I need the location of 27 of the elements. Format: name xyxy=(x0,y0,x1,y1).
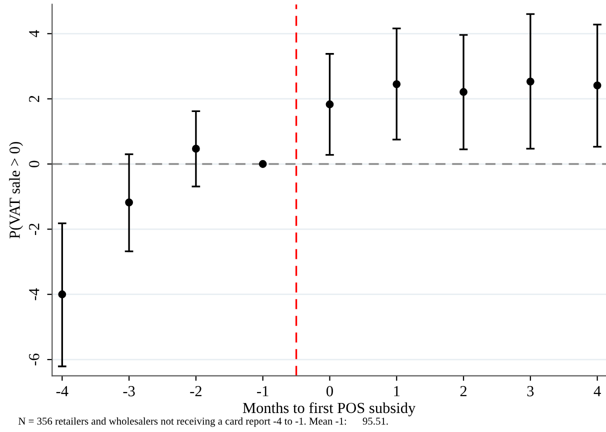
x-tick-label: 1 xyxy=(394,386,400,396)
point xyxy=(460,88,468,96)
x-tick-label: 4 xyxy=(594,386,601,396)
point xyxy=(326,100,334,108)
y-tick-label: -6 xyxy=(29,354,40,366)
point xyxy=(593,82,602,90)
point xyxy=(192,144,200,153)
text: N = 356 retailers and wholesalers not receiving a card report -4 to -1. Mean -1: 95.51. xyxy=(18,417,388,427)
y-tick-label: 0 xyxy=(28,160,40,168)
y-tick-label: 4 xyxy=(29,30,40,38)
x-tick-label: -4 xyxy=(56,386,68,396)
y-tick-label: 2 xyxy=(29,96,40,102)
x-tick-label: 0 xyxy=(326,386,333,396)
y-tick-label: -4 xyxy=(29,288,40,300)
y-axis-title: P(VAT sale > 0) xyxy=(9,142,23,238)
x-tick-label: -3 xyxy=(123,386,135,396)
y-tick-label: -2 xyxy=(29,224,40,235)
x-tick-label: 2 xyxy=(460,386,466,396)
x-axis-title: Months to first POS subsidy xyxy=(242,402,416,416)
point xyxy=(526,78,534,86)
x-tick-label: -1 xyxy=(257,386,268,396)
point xyxy=(58,290,66,298)
x-tick-label: -2 xyxy=(190,386,202,396)
point xyxy=(258,160,267,168)
x-tick-label: 3 xyxy=(527,386,534,396)
point xyxy=(125,198,133,206)
point xyxy=(392,80,401,88)
